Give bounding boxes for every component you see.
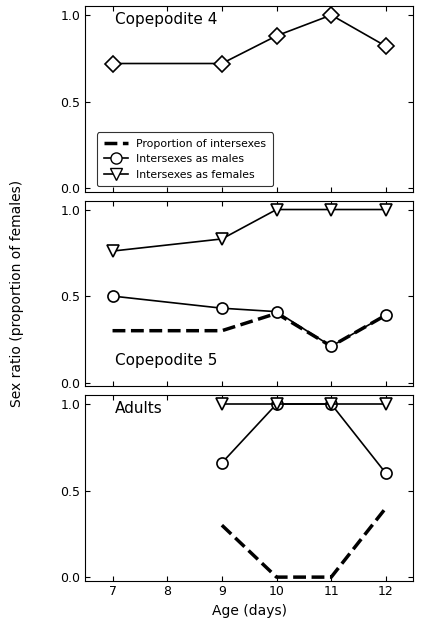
Text: Adults: Adults xyxy=(115,401,163,415)
Text: Copepodite 5: Copepodite 5 xyxy=(115,353,218,368)
X-axis label: Age (days): Age (days) xyxy=(212,604,287,618)
Legend: Proportion of intersexes, Intersexes as males, Intersexes as females: Proportion of intersexes, Intersexes as … xyxy=(97,132,273,186)
Text: Sex ratio (proportion of females): Sex ratio (proportion of females) xyxy=(10,180,24,407)
Text: Copepodite 4: Copepodite 4 xyxy=(115,11,218,27)
